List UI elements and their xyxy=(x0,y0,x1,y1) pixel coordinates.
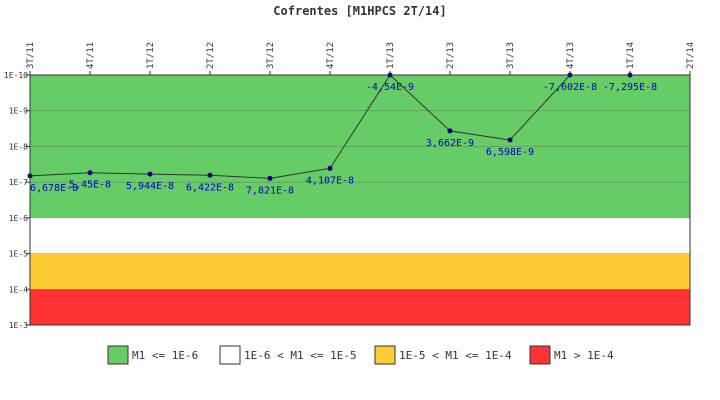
y-tick-label: 1E-5 xyxy=(9,250,28,259)
legend-label: 1E-5 < M1 <= 1E-4 xyxy=(399,349,512,362)
legend-label: 1E-6 < M1 <= 1E-5 xyxy=(244,349,357,362)
data-label: 5,45E-8 xyxy=(69,180,111,191)
y-tick-label: 1E-7 xyxy=(9,178,28,187)
data-label: 6,422E-8 xyxy=(186,182,234,193)
y-axis-ticks: 1E-10 1E-9 1E-8 1E-7 1E-6 1E-5 1E-4 1E-3 xyxy=(4,71,30,330)
data-point xyxy=(327,165,333,171)
y-tick-label: 1E-8 xyxy=(9,142,28,151)
data-label: 4,107E-8 xyxy=(306,175,354,186)
band-2 xyxy=(30,217,690,254)
data-point xyxy=(507,137,513,143)
legend-label: M1 <= 1E-6 xyxy=(132,349,198,362)
y-tick-label: 1E-4 xyxy=(9,285,28,294)
data-point xyxy=(147,171,153,177)
threshold-bands xyxy=(30,75,690,325)
data-point xyxy=(447,128,453,134)
x-tick-label: 3T/12 xyxy=(266,42,276,69)
data-label: 6,598E-9 xyxy=(486,147,534,158)
legend-label: M1 > 1E-4 xyxy=(554,349,614,362)
data-label: 5,944E-8 xyxy=(126,181,174,192)
y-tick-label: 1E-9 xyxy=(9,107,28,116)
band-4 xyxy=(30,289,690,325)
band-3 xyxy=(30,253,690,290)
legend-swatch xyxy=(219,345,241,365)
x-tick-label: 4T/11 xyxy=(86,42,96,69)
x-tick-label: 1T/13 xyxy=(386,42,396,69)
data-labels: 6,678E-85,45E-8 5,944E-8 6,422E-8 7,821E-8 4… xyxy=(30,82,657,196)
data-label: 3,662E-9 xyxy=(426,138,474,149)
legend-swatch xyxy=(529,345,551,365)
x-tick-label: 1T/12 xyxy=(146,42,156,69)
y-tick-label: 1E-6 xyxy=(9,214,28,223)
x-tick-label: 2T/14 xyxy=(686,42,696,69)
x-axis-ticks: 3T/11 4T/11 1T/12 2T/12 3T/12 4T/12 1T/13 2T/13… xyxy=(26,42,696,75)
plot-frame xyxy=(29,74,691,326)
data-point xyxy=(267,175,273,181)
x-tick-label: 3T/11 xyxy=(26,42,36,69)
data-label: -7,295E-8 xyxy=(603,82,657,93)
data-label: -4,54E-9 xyxy=(366,82,414,93)
y-tick-label: 1E-3 xyxy=(9,321,28,330)
data-label: 7,821E-8 xyxy=(246,185,294,196)
data-point xyxy=(87,170,93,176)
x-tick-label: 4T/12 xyxy=(326,42,336,69)
x-tick-label: 4T/13 xyxy=(566,42,576,69)
legend-swatch xyxy=(107,345,129,365)
data-series xyxy=(27,72,633,181)
data-label: 6,678E-8 xyxy=(30,183,78,194)
x-tick-label: 1T/14 xyxy=(626,42,636,69)
legend-swatch xyxy=(374,345,396,365)
data-point xyxy=(207,172,213,178)
legend: M1 <= 1E-6 1E-6 < M1 <= 1E-5 1E-5 < M1 <= … xyxy=(107,345,614,365)
chart-title: Cofrentes [M1HPCS 2T/14] xyxy=(273,4,446,18)
data-label: -7,602E-8 xyxy=(543,82,597,93)
x-tick-label: 3T/13 xyxy=(506,42,516,69)
x-tick-label: 2T/13 xyxy=(446,42,456,69)
y-tick-label: 1E-10 xyxy=(4,71,28,80)
x-tick-label: 2T/12 xyxy=(206,42,216,69)
